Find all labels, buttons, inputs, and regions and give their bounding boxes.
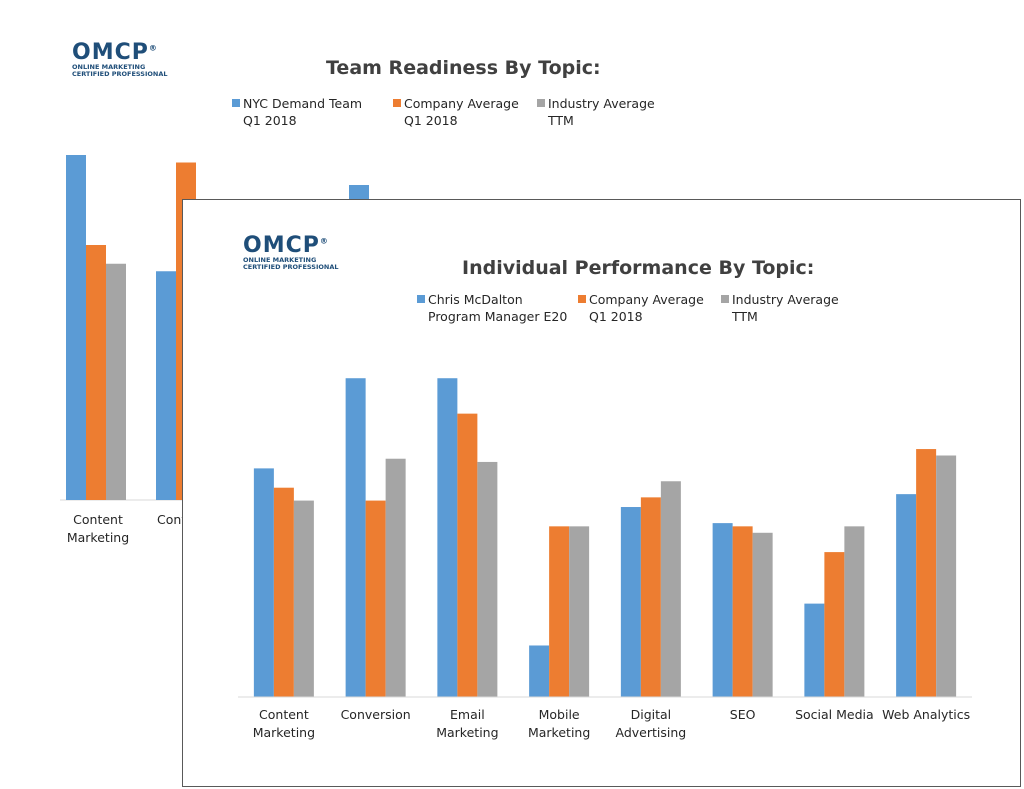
legend-swatch-blue xyxy=(232,99,240,107)
x-tick-label: Marketing xyxy=(436,725,498,740)
front-legend-item-2: Company Average Q1 2018 xyxy=(578,291,704,325)
logo-wordmark: OMCP® xyxy=(243,233,329,258)
legend-swatch-orange xyxy=(393,99,401,107)
bar xyxy=(106,263,126,500)
bar xyxy=(437,378,458,697)
x-tick-label: Conversion xyxy=(341,707,411,722)
logo-wordmark: OMCP® xyxy=(72,40,158,65)
back-chart-title: Team Readiness By Topic: xyxy=(326,57,601,79)
x-tick-label: Web Analytics xyxy=(882,707,970,722)
x-tick-label: Content xyxy=(259,707,309,722)
omcp-logo-back: OMCP® ONLINE MARKETING CERTIFIED PROFESS… xyxy=(72,42,168,78)
bar xyxy=(640,497,661,697)
bar xyxy=(936,455,957,697)
bar xyxy=(712,523,733,697)
x-tick-label: Mobile xyxy=(539,707,580,722)
bar xyxy=(273,487,294,697)
back-legend-item-2: Company Average Q1 2018 xyxy=(393,95,519,129)
x-tick-label: Marketing xyxy=(528,725,590,740)
logo-tagline: ONLINE MARKETING CERTIFIED PROFESSIONAL xyxy=(243,256,339,271)
bar xyxy=(66,155,86,500)
bar xyxy=(620,507,641,697)
x-tick-label: Conv xyxy=(157,512,189,527)
bar xyxy=(529,645,550,697)
bar xyxy=(457,413,478,697)
bar xyxy=(732,526,753,697)
bar xyxy=(477,461,498,697)
bar xyxy=(86,245,106,500)
bar xyxy=(345,378,366,697)
bar xyxy=(804,603,825,697)
x-tick-label: Social Media xyxy=(795,707,874,722)
bar xyxy=(824,552,845,697)
bar xyxy=(569,526,590,697)
front-chart-plot: Content Marketing Conversion Email Marketing… xyxy=(238,378,972,740)
bar xyxy=(385,458,406,697)
bar xyxy=(156,271,176,500)
x-tick-label: Marketing xyxy=(67,530,129,545)
legend-swatch-gray xyxy=(721,295,729,303)
x-tick-label: Digital xyxy=(631,707,672,722)
bar xyxy=(844,526,865,697)
logo-tagline: ONLINE MARKETING CERTIFIED PROFESSIONAL xyxy=(72,63,168,78)
bar xyxy=(896,494,917,697)
bar xyxy=(549,526,570,697)
x-tick-label: Marketing xyxy=(253,725,315,740)
x-tick-label: SEO xyxy=(730,707,756,722)
back-legend-item-3: Industry Average TTM xyxy=(537,95,655,129)
bar xyxy=(752,532,773,697)
front-chart-panel: OMCP® ONLINE MARKETING CERTIFIED PROFESS… xyxy=(182,199,1021,787)
front-chart-title: Individual Performance By Topic: xyxy=(462,257,815,279)
front-legend-item-1: Chris McDalton Program Manager E20 xyxy=(417,291,567,325)
front-legend-item-3: Industry Average TTM xyxy=(721,291,839,325)
legend-swatch-blue xyxy=(417,295,425,303)
x-tick-label: Advertising xyxy=(616,725,687,740)
bar xyxy=(916,449,937,697)
bar xyxy=(293,500,314,697)
bar xyxy=(253,468,274,697)
x-tick-label: Email xyxy=(450,707,485,722)
legend-swatch-gray xyxy=(537,99,545,107)
omcp-logo-front: OMCP® ONLINE MARKETING CERTIFIED PROFESS… xyxy=(243,235,339,271)
bar xyxy=(365,500,386,697)
back-legend-item-1: NYC Demand Team Q1 2018 xyxy=(232,95,362,129)
legend-swatch-orange xyxy=(578,295,586,303)
bar xyxy=(660,481,681,697)
x-tick-label: Content xyxy=(73,512,123,527)
